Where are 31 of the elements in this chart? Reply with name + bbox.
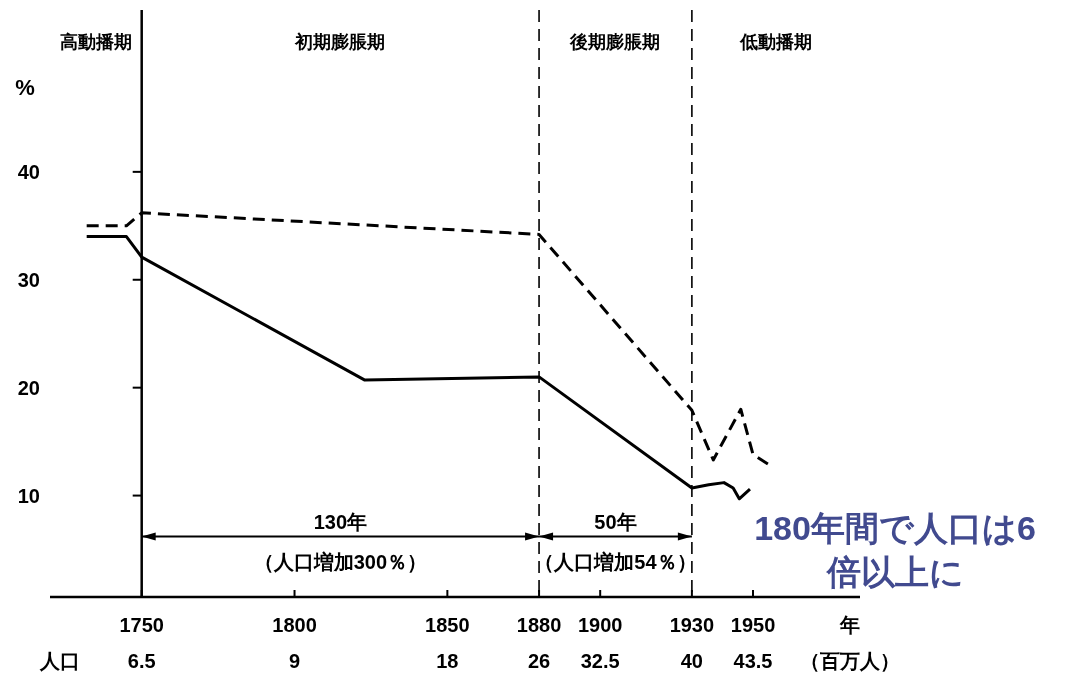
text: 43.5: [733, 650, 773, 672]
x-tick-label: 1880: [516, 614, 562, 636]
x-tick-label: 1950: [730, 614, 776, 636]
annotation: （人口増加54％）: [534, 550, 697, 573]
x-tick-label: 1900: [577, 614, 623, 636]
x-tick-label: 1800: [272, 614, 317, 636]
text: 32.5: [580, 650, 620, 672]
text: 人口: [39, 650, 80, 672]
annotation: （人口増加300％）: [253, 550, 428, 573]
x-tick-label: 1750: [119, 614, 164, 636]
x-tick-label: 1850: [425, 614, 470, 636]
annotation: 50年: [594, 510, 637, 533]
x-tick-label: 1930: [669, 614, 715, 636]
annotation: 高動播期: [59, 32, 132, 52]
annotation: 180年間で人口は6倍以上に: [754, 509, 1036, 591]
annotation: 初期膨脹期: [294, 32, 386, 52]
y-tick-label: 40: [17, 160, 40, 183]
y-axis-title: %: [15, 75, 35, 100]
annotation: 後期膨脹期: [569, 32, 661, 52]
text: 6.5: [127, 650, 156, 672]
y-tick-label: 10: [17, 484, 40, 507]
text: （百万人）: [800, 650, 900, 672]
text: 26: [527, 650, 551, 672]
x-axis-title: 年: [839, 614, 860, 636]
text: 18: [436, 650, 459, 672]
annotation: 低動播期: [738, 32, 812, 52]
text: 9: [288, 650, 301, 672]
annotation: 130年: [313, 510, 368, 533]
y-tick-label: 20: [17, 376, 40, 399]
y-tick-label: 30: [17, 268, 40, 291]
text: 40: [680, 650, 704, 672]
